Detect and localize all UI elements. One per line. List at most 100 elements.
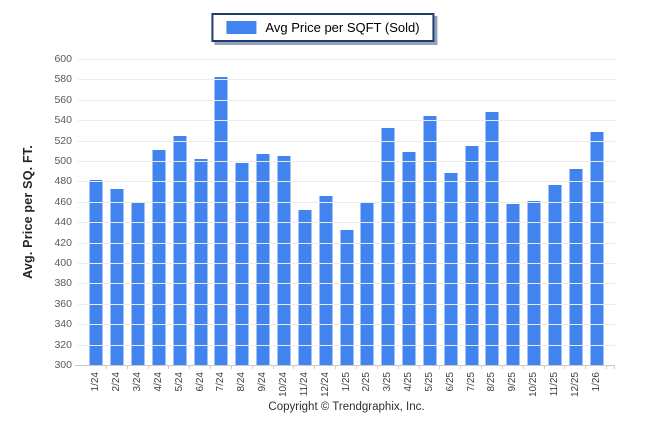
bar-cell: 3/25: [378, 59, 399, 391]
bars-row: 1/24 2/24 3/24 4/24 5/24 6/24 7/24 8/24 9/24 10/2…: [86, 59, 607, 397]
bar-cell: 5/24: [169, 59, 191, 391]
bar-cell: 1/24: [86, 59, 107, 391]
y-axis-tick-label: 440: [54, 216, 72, 229]
bar-cell: 3/24: [128, 59, 149, 391]
bar-cell: 8/24: [232, 59, 253, 391]
legend-label: Avg Price per SQFT (Sold): [265, 20, 420, 35]
y-axis-tick-label: 320: [54, 338, 72, 351]
bar-cell: 10/24: [274, 59, 295, 397]
y-axis-tick-label: 540: [54, 114, 72, 127]
x-axis-tick-label: 9/24: [257, 372, 269, 392]
x-axis-tick-label: 1/26: [590, 372, 602, 392]
bar: [173, 135, 187, 365]
bar: [89, 180, 103, 365]
bar-cell: 9/24: [253, 59, 274, 391]
y-axis-tick-label: 360: [54, 297, 72, 310]
bar: [527, 200, 541, 365]
gridline: [78, 140, 615, 142]
x-axis-line: [75, 365, 615, 366]
bar-cell: 8/25: [482, 59, 503, 391]
y-axis-title: Avg. Price per SQ. FT.: [21, 145, 35, 279]
bar-cell: 6/24: [190, 59, 211, 391]
bar-cell: 6/25: [440, 59, 462, 391]
bar: [485, 112, 499, 365]
x-axis-end-tick: [614, 365, 615, 369]
bar: [569, 169, 583, 365]
gridline: [78, 59, 615, 60]
y-axis-tick-label: 380: [54, 277, 72, 290]
legend-box: Avg Price per SQFT (Sold): [211, 13, 435, 42]
bar-cell: 5/25: [420, 59, 441, 391]
bar: [423, 116, 437, 365]
legend-swatch: [226, 21, 257, 34]
bar-cell: 4/24: [149, 59, 170, 391]
gridline: [78, 79, 615, 81]
y-axis-tick-label: 580: [54, 73, 72, 86]
y-axis-tick-label: 460: [54, 195, 72, 208]
bar: [152, 149, 166, 365]
gridline: [78, 324, 615, 326]
bar: [298, 209, 312, 365]
x-axis-tick-label: 6/25: [444, 372, 456, 392]
bar: [548, 185, 562, 365]
x-axis-tick-label: 10/25: [528, 372, 540, 398]
y-axis-tick-label: 480: [54, 175, 72, 188]
gridline: [78, 344, 615, 346]
x-axis-tick-label: 7/24: [215, 372, 227, 392]
gridline: [78, 99, 615, 101]
bar-cell: 12/24: [315, 59, 336, 397]
bar: [194, 158, 208, 365]
gridline: [78, 161, 615, 162]
x-axis-tick-label: 5/25: [423, 372, 435, 392]
bar-cell: 10/25: [524, 59, 545, 397]
x-axis-tick-label: 8/25: [486, 372, 498, 392]
x-axis-tick-label: 8/24: [236, 372, 248, 392]
gridline: [78, 283, 615, 285]
y-axis-tick-label: 340: [54, 318, 72, 331]
y-axis-tick-label: 300: [54, 359, 72, 371]
y-axis-tick-label: 420: [54, 236, 72, 249]
bar-cell: 7/25: [461, 59, 482, 391]
gridline: [78, 242, 615, 244]
gridline: [78, 181, 615, 183]
gridline: [78, 303, 615, 305]
bar: [402, 151, 416, 365]
y-axis-tick-label: 500: [54, 155, 72, 167]
bar: [277, 155, 291, 365]
x-axis-tick-label: 2/24: [111, 372, 123, 392]
bar: [444, 173, 458, 365]
x-axis-tick-label: 4/25: [403, 372, 415, 392]
bar: [465, 145, 479, 365]
gridline: [78, 120, 615, 122]
y-axis-tick-label: 600: [54, 53, 72, 65]
x-axis-tick-label: 5/24: [173, 372, 185, 392]
x-axis-tick-label: 3/25: [382, 372, 394, 392]
bar: [590, 132, 604, 365]
x-axis-tick-label: 2/25: [361, 372, 373, 392]
bar-cell: 2/25: [357, 59, 378, 391]
x-axis-tick-label: 12/24: [319, 372, 331, 398]
bar-cell: 2/24: [107, 59, 128, 391]
x-axis-tick-label: 6/24: [194, 372, 206, 392]
gridline: [78, 263, 615, 264]
bar: [256, 153, 270, 365]
bar: [340, 230, 354, 365]
x-axis-tick-label: 7/25: [465, 372, 477, 392]
bar-cell: 12/25: [565, 59, 587, 397]
bar-cell: 1/26: [586, 59, 607, 391]
x-axis-tick-label: 3/24: [132, 372, 144, 392]
bar-chart-plot-area: 1/24 2/24 3/24 4/24 5/24 6/24 7/24 8/24 9/24 10/2…: [54, 54, 615, 397]
bar: [110, 188, 124, 365]
bar: [319, 195, 333, 365]
bar-cell: 11/25: [545, 59, 566, 396]
bar-cell: 1/25: [336, 59, 357, 391]
bar-cell: 11/24: [294, 59, 316, 396]
x-axis-tick-label: 4/24: [152, 372, 164, 392]
bar: [235, 163, 249, 365]
x-axis-tick-label: 9/25: [507, 372, 519, 392]
x-axis-tick-label: 1/25: [340, 372, 352, 392]
bar: [381, 128, 395, 365]
y-axis-tick-label: 560: [54, 93, 72, 106]
x-axis-tick-label: 1/24: [90, 372, 102, 392]
x-axis-tick-label: 10/24: [278, 372, 290, 398]
